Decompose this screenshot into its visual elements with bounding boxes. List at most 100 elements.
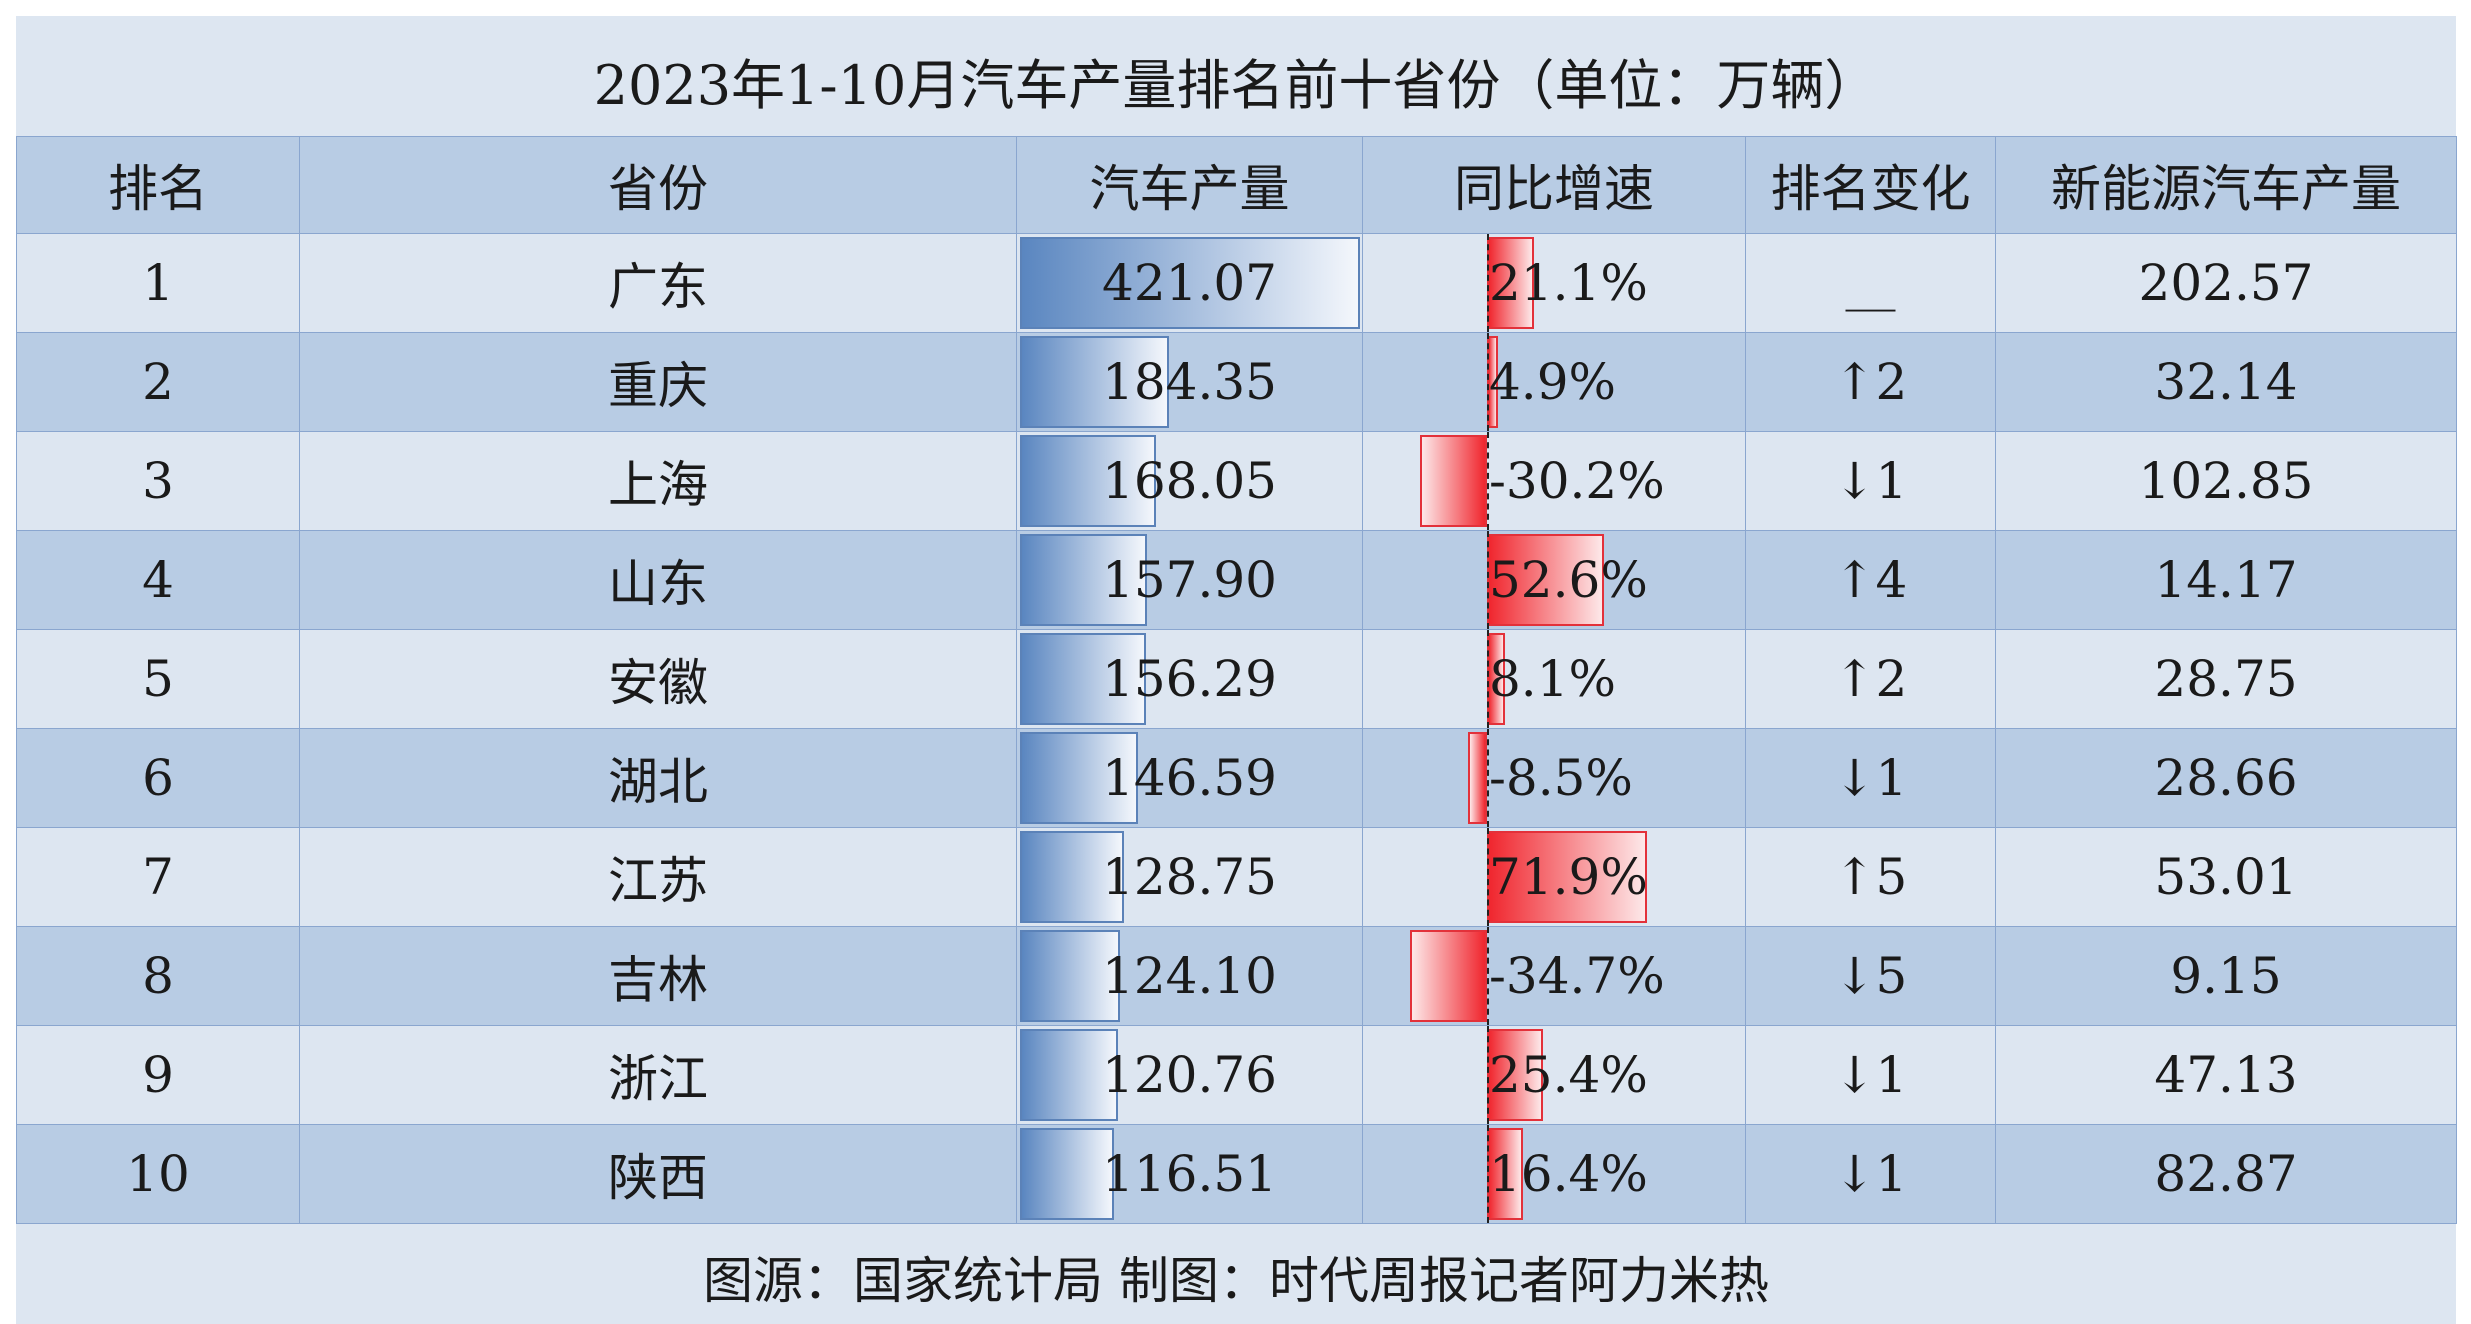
rank-cell: 6 bbox=[16, 728, 300, 828]
growth-zero-axis bbox=[1487, 1026, 1489, 1124]
production-cell: 120.76 bbox=[1016, 1025, 1363, 1125]
table-row: 4 山东 157.90 52.6% ↑4 14.17 bbox=[16, 530, 2457, 630]
nev-production-cell: 9.15 bbox=[1995, 926, 2457, 1026]
growth-zero-axis bbox=[1487, 828, 1489, 926]
rank-cell: 9 bbox=[16, 1025, 300, 1125]
growth-value: 16.4% bbox=[1489, 1145, 1648, 1203]
production-bar bbox=[1020, 1029, 1118, 1121]
header-row: 排名 省份 汽车产量 同比增速 排名变化 新能源汽车产量 bbox=[16, 136, 2457, 234]
growth-zero-axis bbox=[1487, 927, 1489, 1025]
rank-change-cell: ↓5 bbox=[1745, 926, 1996, 1026]
growth-value: 8.1% bbox=[1489, 650, 1617, 708]
production-value: 124.10 bbox=[1102, 947, 1277, 1005]
header-rank: 排名 bbox=[16, 136, 300, 234]
production-cell: 157.90 bbox=[1016, 530, 1363, 630]
table-row: 6 湖北 146.59 -8.5% ↓1 28.66 bbox=[16, 728, 2457, 828]
header-nev-production: 新能源汽车产量 bbox=[1995, 136, 2457, 234]
table-row: 9 浙江 120.76 25.4% ↓1 47.13 bbox=[16, 1025, 2457, 1125]
rank-change-cell: ↓1 bbox=[1745, 1025, 1996, 1125]
production-value: 128.75 bbox=[1102, 848, 1277, 906]
nev-production-cell: 14.17 bbox=[1995, 530, 2457, 630]
rank-cell: 1 bbox=[16, 233, 300, 333]
growth-bar bbox=[1419, 435, 1487, 527]
rank-cell: 3 bbox=[16, 431, 300, 531]
table-row: 2 重庆 184.35 4.9% ↑2 32.14 bbox=[16, 332, 2457, 432]
province-cell: 重庆 bbox=[299, 332, 1017, 432]
province-cell: 山东 bbox=[299, 530, 1017, 630]
production-cell: 156.29 bbox=[1016, 629, 1363, 729]
production-bar bbox=[1020, 633, 1147, 725]
nev-production-cell: 47.13 bbox=[1995, 1025, 2457, 1125]
production-cell: 184.35 bbox=[1016, 332, 1363, 432]
rank-change-cell: ↑2 bbox=[1745, 629, 1996, 729]
rank-cell: 7 bbox=[16, 827, 300, 927]
production-bar bbox=[1020, 1128, 1115, 1220]
province-cell: 湖北 bbox=[299, 728, 1017, 828]
nev-production-cell: 28.75 bbox=[1995, 629, 2457, 729]
production-cell: 116.51 bbox=[1016, 1124, 1363, 1224]
header-growth: 同比增速 bbox=[1362, 136, 1746, 234]
production-cell: 146.59 bbox=[1016, 728, 1363, 828]
nev-production-cell: 202.57 bbox=[1995, 233, 2457, 333]
production-bar bbox=[1020, 930, 1121, 1022]
rank-cell: 10 bbox=[16, 1124, 300, 1224]
growth-cell: 4.9% bbox=[1362, 332, 1746, 432]
nev-production-cell: 102.85 bbox=[1995, 431, 2457, 531]
nev-production-cell: 32.14 bbox=[1995, 332, 2457, 432]
table-row: 5 安徽 156.29 8.1% ↑2 28.75 bbox=[16, 629, 2457, 729]
growth-zero-axis bbox=[1487, 432, 1489, 530]
production-value: 168.05 bbox=[1102, 452, 1277, 510]
growth-bar bbox=[1487, 534, 1604, 626]
growth-value: 52.6% bbox=[1489, 551, 1648, 609]
production-bar bbox=[1020, 336, 1169, 428]
rank-cell: 2 bbox=[16, 332, 300, 432]
production-value: 146.59 bbox=[1102, 749, 1277, 807]
production-cell: 421.07 bbox=[1016, 233, 1363, 333]
header-production: 汽车产量 bbox=[1016, 136, 1363, 234]
production-bar bbox=[1020, 831, 1124, 923]
chart-frame: 2023年1-10月汽车产量排名前十省份（单位：万辆） 排名 省份 汽车产量 同… bbox=[16, 16, 2457, 1324]
rank-change-cell: ↑4 bbox=[1745, 530, 1996, 630]
header-rank-change: 排名变化 bbox=[1745, 136, 1996, 234]
production-cell: 124.10 bbox=[1016, 926, 1363, 1026]
production-bar bbox=[1020, 732, 1139, 824]
growth-value: 71.9% bbox=[1489, 848, 1648, 906]
growth-zero-axis bbox=[1487, 1125, 1489, 1223]
growth-value: -30.2% bbox=[1489, 452, 1665, 510]
growth-cell: 16.4% bbox=[1362, 1124, 1746, 1224]
source-credit: 图源：国家统计局 制图：时代周报记者阿力米热 bbox=[703, 1252, 1769, 1310]
production-table: 排名 省份 汽车产量 同比增速 排名变化 新能源汽车产量 1 广东 421.07 21… bbox=[16, 136, 2457, 1224]
province-cell: 陕西 bbox=[299, 1124, 1017, 1224]
growth-cell: 52.6% bbox=[1362, 530, 1746, 630]
growth-zero-axis bbox=[1487, 333, 1489, 431]
production-value: 116.51 bbox=[1102, 1145, 1277, 1203]
growth-cell: -34.7% bbox=[1362, 926, 1746, 1026]
growth-value: -8.5% bbox=[1489, 749, 1633, 807]
production-bar bbox=[1020, 435, 1156, 527]
rank-change-cell: ↓1 bbox=[1745, 431, 1996, 531]
rank-change-cell: ↓1 bbox=[1745, 1124, 1996, 1224]
province-cell: 安徽 bbox=[299, 629, 1017, 729]
table-row: 3 上海 168.05 -30.2% ↓1 102.85 bbox=[16, 431, 2457, 531]
rank-cell: 4 bbox=[16, 530, 300, 630]
table-row: 1 广东 421.07 21.1% __ 202.57 bbox=[16, 233, 2457, 333]
rank-cell: 8 bbox=[16, 926, 300, 1026]
rank-change-cell: ↑5 bbox=[1745, 827, 1996, 927]
growth-bar bbox=[1468, 732, 1487, 824]
province-cell: 浙江 bbox=[299, 1025, 1017, 1125]
table-row: 8 吉林 124.10 -34.7% ↓5 9.15 bbox=[16, 926, 2457, 1026]
table-body: 1 广东 421.07 21.1% __ 202.57 2 重庆 184.35 4.9% ↑2 32.… bbox=[16, 233, 2457, 1224]
rank-change-cell: ↑2 bbox=[1745, 332, 1996, 432]
header-province: 省份 bbox=[299, 136, 1017, 234]
growth-zero-axis bbox=[1487, 531, 1489, 629]
growth-cell: 25.4% bbox=[1362, 1025, 1746, 1125]
growth-cell: 8.1% bbox=[1362, 629, 1746, 729]
growth-cell: -30.2% bbox=[1362, 431, 1746, 531]
nev-production-cell: 28.66 bbox=[1995, 728, 2457, 828]
production-value: 156.29 bbox=[1102, 650, 1277, 708]
growth-value: -34.7% bbox=[1489, 947, 1665, 1005]
growth-bar bbox=[1487, 1029, 1544, 1121]
growth-value: 25.4% bbox=[1489, 1046, 1648, 1104]
growth-zero-axis bbox=[1487, 729, 1489, 827]
province-cell: 上海 bbox=[299, 431, 1017, 531]
